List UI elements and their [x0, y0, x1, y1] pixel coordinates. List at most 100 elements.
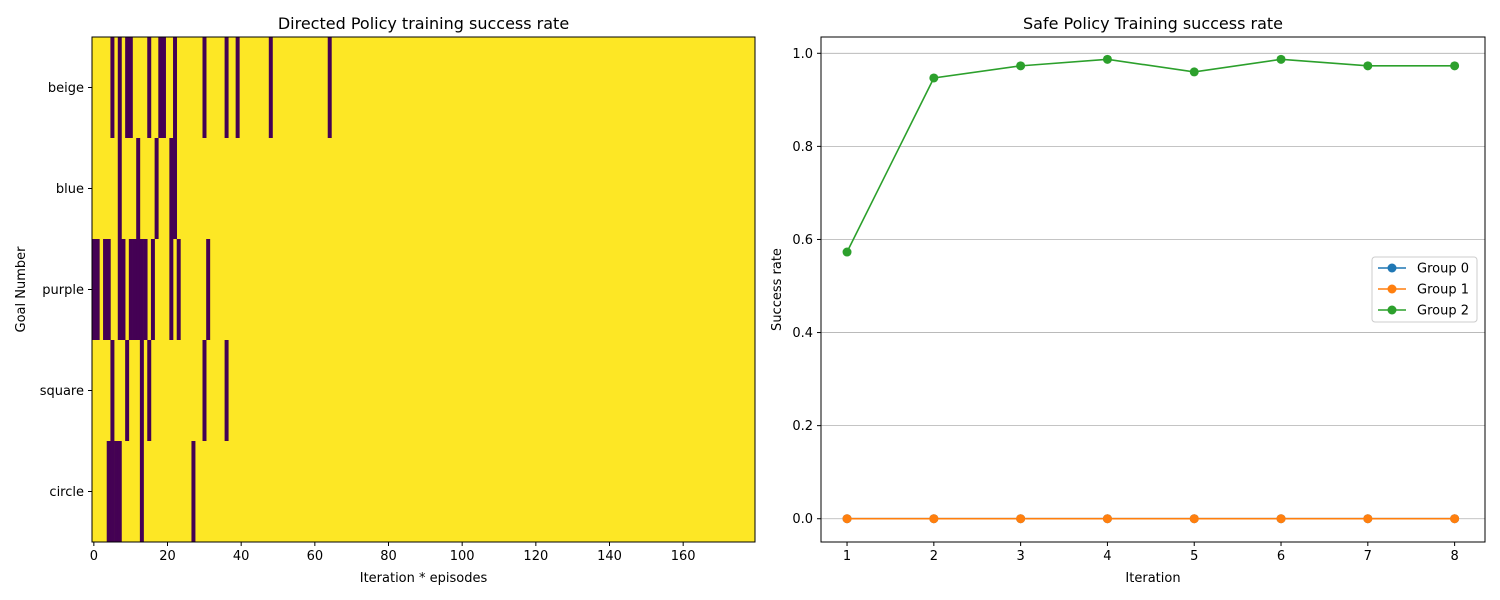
- heatmap-cell-failure: [117, 441, 122, 542]
- heatmap-cell-failure: [121, 239, 126, 340]
- heatmap-cell-failure: [92, 239, 96, 340]
- y-tick-label: 0.4: [792, 326, 813, 341]
- data-point: [1189, 514, 1199, 524]
- heatmap-cells: [92, 37, 755, 542]
- line-chart-frame: [820, 36, 1486, 543]
- legend-marker: [1387, 284, 1397, 294]
- x-tick-label: 1: [843, 549, 851, 564]
- x-tick-label: 8: [1450, 549, 1458, 564]
- heatmap-cell-failure: [173, 138, 178, 239]
- data-point: [1189, 67, 1199, 77]
- heatmap-cell-failure: [169, 239, 174, 340]
- heatmap-cell-failure: [136, 239, 141, 340]
- heatmap-cell-failure: [169, 138, 174, 239]
- line-chart: Safe Policy Training success rate 0.0 0.2…: [770, 14, 1486, 586]
- y-tick-label: beige: [48, 81, 84, 96]
- heatmap-cell-failure: [154, 138, 159, 239]
- heatmap-cell-failure: [128, 37, 133, 138]
- line-chart-ylabel: Success rate: [770, 248, 785, 331]
- heatmap-cell-failure: [139, 441, 144, 542]
- heatmap-cell-failure: [173, 37, 178, 138]
- heatmap-cell-failure: [103, 239, 108, 340]
- heatmap-cell-failure: [224, 37, 229, 138]
- data-point: [1363, 61, 1373, 71]
- x-tick-label: 5: [1190, 549, 1198, 564]
- heatmap-cell-failure: [191, 441, 196, 542]
- y-tick-label: square: [40, 384, 84, 399]
- heatmap-cell-failure: [117, 138, 122, 239]
- heatmap-cell-failure: [106, 239, 111, 340]
- data-point: [1016, 514, 1026, 524]
- x-tick-label: 100: [450, 549, 475, 564]
- data-point: [842, 247, 852, 257]
- heatmap-cell-failure: [125, 37, 130, 138]
- heatmap-cell-failure: [224, 340, 229, 441]
- heatmap-cell-failure: [106, 441, 111, 542]
- y-tick-label: 0.0: [792, 512, 813, 527]
- x-tick-label: 140: [597, 549, 622, 564]
- legend-box: [1371, 256, 1478, 323]
- x-tick-label: 0: [90, 549, 98, 564]
- line-chart-axes: 0.0 0.2 0.4 0.6 0.8 1.0 1 2 3 4 5 6 7 8: [792, 47, 1458, 564]
- y-tick-label: 1.0: [792, 47, 813, 62]
- line-chart-xlabel: Iteration: [1125, 571, 1180, 586]
- y-tick-label: 0.2: [792, 419, 813, 434]
- heatmap-cell-failure: [132, 239, 137, 340]
- data-point: [842, 514, 852, 524]
- line-chart-series: [842, 54, 1460, 524]
- x-tick-label: 7: [1364, 549, 1372, 564]
- x-tick-label: 160: [671, 549, 696, 564]
- heatmap-cell-failure: [147, 37, 152, 138]
- x-tick-label: 120: [523, 549, 548, 564]
- heatmap-cell-failure: [202, 340, 207, 441]
- heatmap-cell-failure: [139, 239, 144, 340]
- heatmap-cell-failure: [110, 441, 115, 542]
- heatmap-cell-failure: [327, 37, 332, 138]
- x-tick-label: 4: [1103, 549, 1111, 564]
- legend-marker: [1387, 263, 1397, 273]
- line-chart-title: Safe Policy Training success rate: [1023, 14, 1283, 33]
- heatmap-cell-failure: [117, 239, 122, 340]
- heatmap-cell-failure: [161, 37, 166, 138]
- heatmap-cell-failure: [136, 138, 141, 239]
- data-point: [929, 514, 939, 524]
- data-point: [1450, 61, 1460, 71]
- y-tick-label: purple: [42, 283, 84, 298]
- heatmap-axes: beige blue purple square circle 0 20 40 60 80 100 1…: [40, 81, 696, 564]
- heatmap-chart: Directed Policy training success rate be…: [14, 14, 756, 586]
- x-tick-label: 60: [307, 549, 324, 564]
- heatmap-cell-failure: [147, 340, 152, 441]
- data-point: [1102, 54, 1112, 64]
- data-point: [1276, 54, 1286, 64]
- y-tick-label: blue: [56, 182, 84, 197]
- data-point: [1363, 514, 1373, 524]
- heatmap-cell-failure: [206, 239, 211, 340]
- y-tick-label: circle: [49, 485, 84, 500]
- x-tick-label: 40: [233, 549, 250, 564]
- data-point: [1016, 61, 1026, 71]
- x-tick-label: 6: [1277, 549, 1285, 564]
- legend-label: Group 2: [1417, 304, 1469, 319]
- heatmap-ylabel: Goal Number: [14, 246, 29, 333]
- heatmap-title: Directed Policy training success rate: [278, 14, 569, 33]
- x-tick-label: 3: [1016, 549, 1024, 564]
- heatmap-cell-failure: [110, 37, 115, 138]
- heatmap-cell-failure: [202, 37, 207, 138]
- y-tick-label: 0.8: [792, 140, 813, 155]
- heatmap-cell-failure: [176, 239, 181, 340]
- heatmap-cell-failure: [235, 37, 240, 138]
- legend: Group 0 Group 1 Group 2: [1371, 256, 1478, 323]
- x-tick-label: 2: [930, 549, 938, 564]
- heatmap-cell-failure: [139, 340, 144, 441]
- heatmap-cell-failure: [158, 37, 163, 138]
- y-tick-label: 0.6: [792, 233, 813, 248]
- heatmap-cell-failure: [150, 239, 155, 340]
- heatmap-cell-failure: [143, 239, 148, 340]
- legend-marker: [1387, 305, 1397, 315]
- data-point: [929, 73, 939, 83]
- heatmap-cell-failure: [125, 340, 130, 441]
- legend-label: Group 1: [1417, 283, 1469, 298]
- data-point: [1276, 514, 1286, 524]
- heatmap-cell-failure: [114, 441, 119, 542]
